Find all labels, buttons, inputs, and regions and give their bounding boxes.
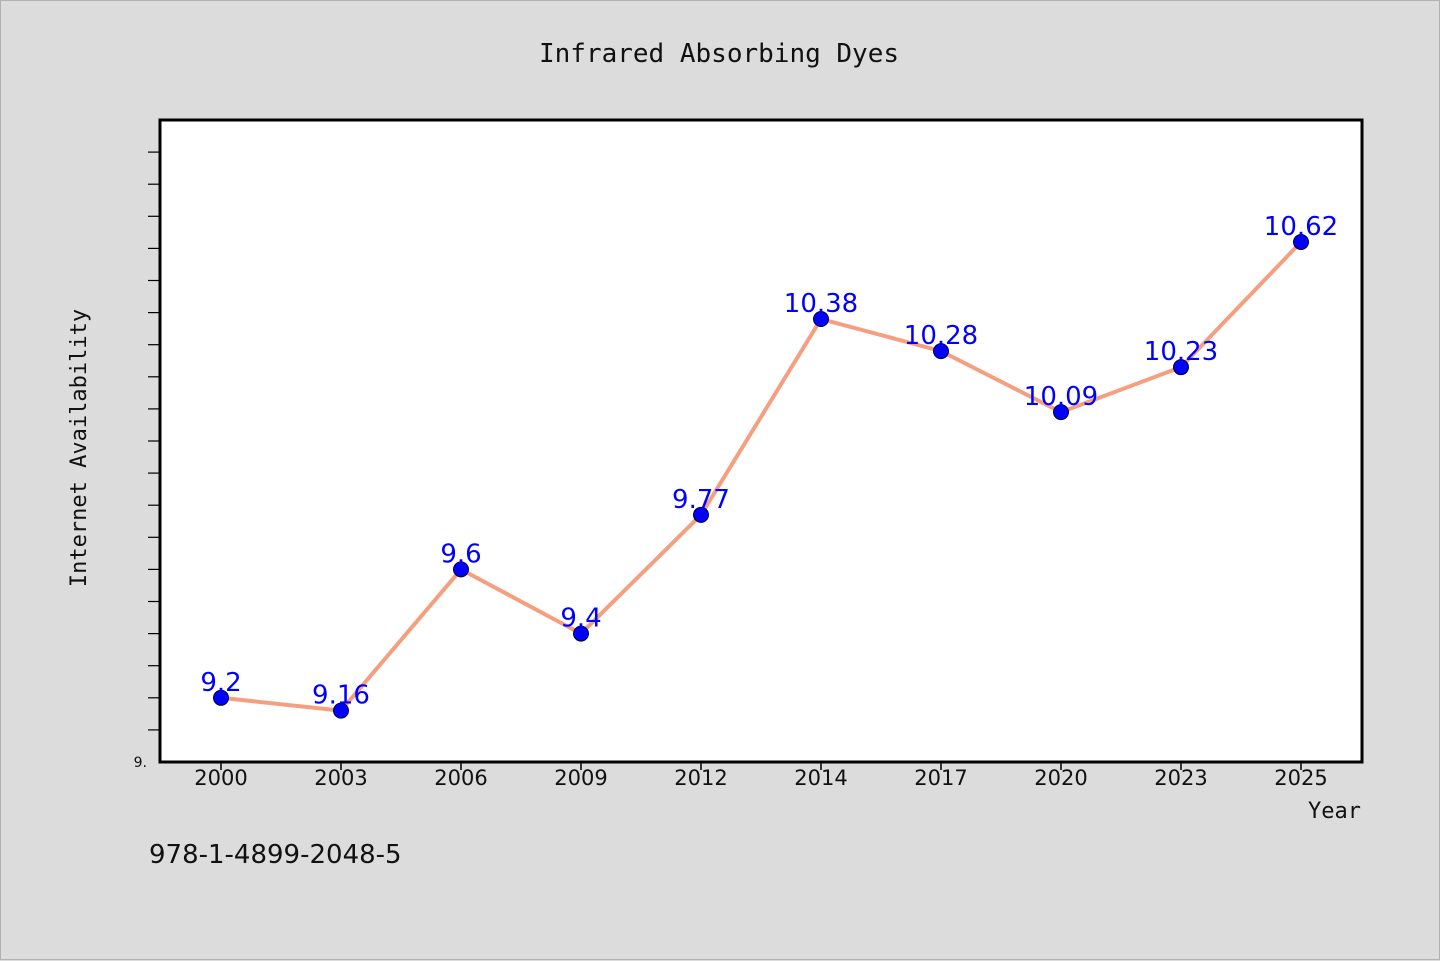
- data-point-label: 9.77: [672, 485, 730, 515]
- x-axis-label: Year: [1308, 799, 1361, 824]
- data-point-label: 10.62: [1264, 212, 1338, 242]
- x-tick-label: 2017: [914, 766, 967, 790]
- x-tick-label: 2006: [434, 766, 487, 790]
- data-point-marker: [933, 343, 949, 360]
- data-point-label: 9.6: [440, 539, 481, 569]
- x-tick-label: 2020: [1034, 766, 1087, 790]
- y-axis-label: Internet Availability: [67, 309, 92, 587]
- data-point-marker: [213, 689, 229, 706]
- x-axis-tick-labels: 2000 2003 2006 2009 2012 2014 2017 2020 2023 2025: [194, 766, 1327, 790]
- data-point-label: 10.23: [1144, 337, 1218, 367]
- data-point-marker: [693, 506, 709, 523]
- x-axis-ticks: [220, 762, 1302, 770]
- data-point-marker: [1293, 233, 1309, 250]
- x-tick-label: 2003: [314, 766, 367, 790]
- data-point-marker: [453, 561, 469, 578]
- data-point-marker: [333, 702, 349, 719]
- isbn-text: 978-1-4899-2048-5: [149, 840, 402, 870]
- x-tick-label: 2025: [1274, 766, 1327, 790]
- y-axis-min-label: 9.: [134, 755, 147, 771]
- data-point-label: 10.28: [904, 321, 978, 351]
- data-point-label: 9.16: [312, 681, 370, 711]
- data-point-label: 9.2: [200, 668, 241, 698]
- data-point-label: 10.09: [1024, 382, 1098, 412]
- chart-title: Infrared Absorbing Dyes: [539, 39, 899, 69]
- plot-area: [158, 118, 1364, 764]
- x-tick-label: 2014: [794, 766, 847, 790]
- x-tick-label: 2009: [554, 766, 607, 790]
- data-point-marker: [1053, 404, 1069, 421]
- x-tick-label: 2000: [194, 766, 247, 790]
- series-line: [219, 239, 1303, 713]
- data-point-marker: [1173, 359, 1189, 376]
- x-tick-label: 2023: [1154, 766, 1207, 790]
- data-point-marker: [813, 311, 829, 328]
- data-labels: 9.2 9.16 9.6 9.4 9.77 10.38 10.28 10.09 10.23 10.…: [200, 212, 1338, 711]
- data-markers: [213, 233, 1309, 719]
- y-axis-ticks: [148, 151, 160, 731]
- x-tick-label: 2012: [674, 766, 727, 790]
- data-point-label: 10.38: [784, 289, 858, 319]
- data-point-label: 9.4: [560, 604, 601, 634]
- data-point-marker: [573, 625, 589, 642]
